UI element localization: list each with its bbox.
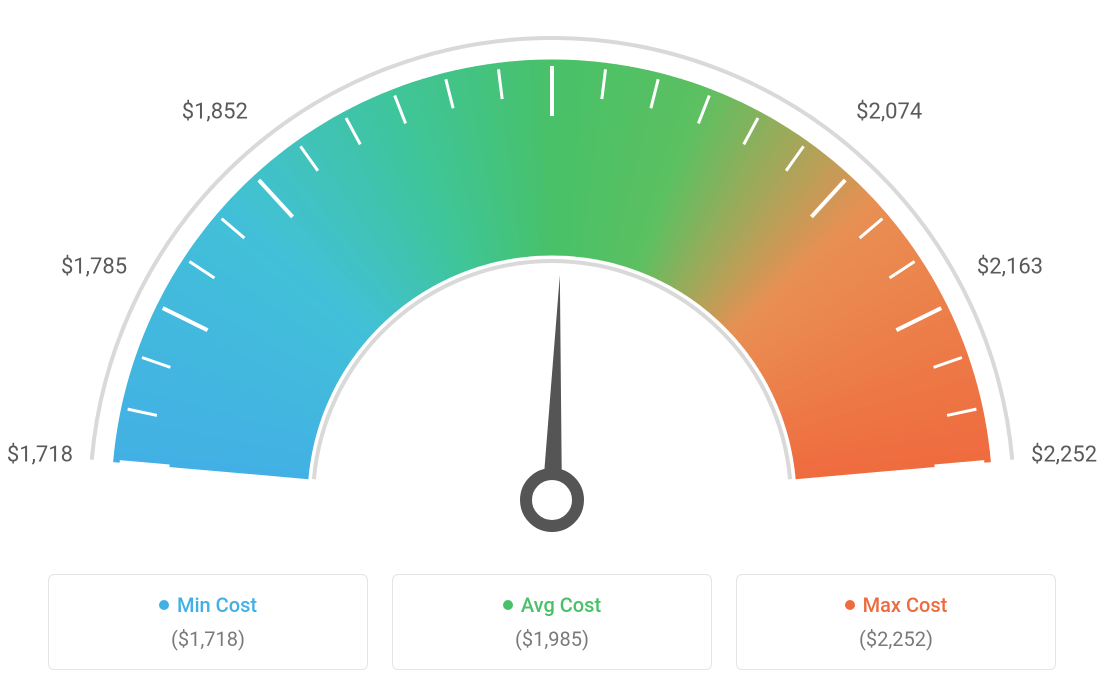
legend-title-max: Max Cost (845, 593, 948, 617)
legend-title-text: Max Cost (863, 593, 948, 617)
legend-value-avg: ($1,985) (403, 627, 701, 651)
gauge-tick-label: $2,074 (856, 100, 922, 125)
gauge-tick-label: $2,163 (977, 254, 1043, 279)
gauge-svg (0, 0, 1104, 560)
legend-title-text: Min Cost (177, 593, 257, 617)
gauge-tick-label: $1,718 (7, 443, 73, 468)
gauge-chart: $1,718$1,785$1,852$1,985$2,074$2,163$2,2… (0, 0, 1104, 560)
legend-title-avg: Avg Cost (503, 593, 601, 617)
legend-row: Min Cost ($1,718) Avg Cost ($1,985) Max … (0, 574, 1104, 670)
dot-icon (845, 600, 855, 610)
legend-card-max: Max Cost ($2,252) (736, 574, 1056, 670)
legend-card-avg: Avg Cost ($1,985) (392, 574, 712, 670)
legend-card-min: Min Cost ($1,718) (48, 574, 368, 670)
gauge-tick-label: $1,785 (61, 254, 127, 279)
gauge-tick-label: $2,252 (1031, 443, 1097, 468)
dot-icon (159, 600, 169, 610)
dot-icon (503, 600, 513, 610)
legend-title-text: Avg Cost (521, 593, 601, 617)
legend-value-max: ($2,252) (747, 627, 1045, 651)
gauge-tick-label: $1,852 (182, 100, 248, 125)
legend-title-min: Min Cost (159, 593, 257, 617)
legend-value-min: ($1,718) (59, 627, 357, 651)
